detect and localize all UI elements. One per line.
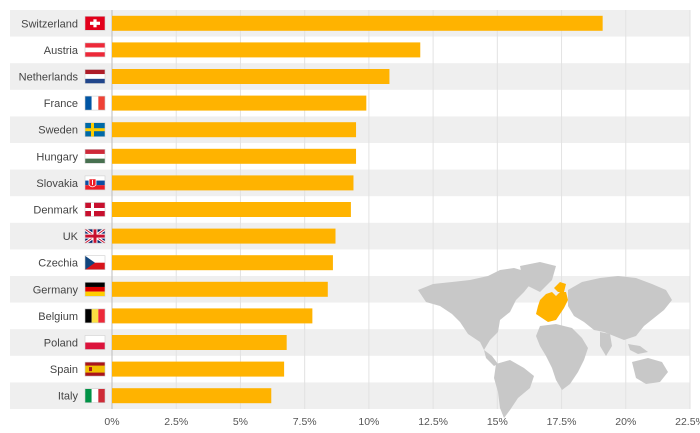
bar xyxy=(112,255,333,271)
x-tick-label: 7.5% xyxy=(293,416,317,428)
bar xyxy=(112,228,336,244)
category-label: Italy xyxy=(58,391,79,403)
flag-germany-icon xyxy=(84,281,106,297)
bar xyxy=(112,15,603,31)
x-tick-label: 0% xyxy=(104,416,119,428)
flag-uk-icon xyxy=(84,227,106,245)
bar xyxy=(112,69,390,84)
bar xyxy=(112,335,287,350)
category-label: Sweden xyxy=(38,125,78,137)
flag-icons xyxy=(84,15,106,404)
flag-sweden-icon xyxy=(84,122,106,137)
category-labels: Switzerland Austria Netherlands France Swede… xyxy=(19,18,79,402)
category-label: Czechia xyxy=(38,258,79,270)
bar xyxy=(112,122,357,138)
bar xyxy=(112,202,351,217)
flag-belgium-icon xyxy=(84,308,106,324)
flag-hungary-icon xyxy=(84,149,106,164)
x-axis-ticks: 0% 2.5% 5% 7.5% 10% 12.5% 15% 17.5% 20% 22.5% xyxy=(104,416,700,428)
category-label: Hungary xyxy=(36,151,78,163)
bar xyxy=(112,148,357,164)
bar xyxy=(112,281,328,297)
flag-italy-icon xyxy=(84,388,106,404)
x-tick-label: 22.5% xyxy=(675,416,700,428)
category-label: Spain xyxy=(50,364,78,376)
flag-netherlands-icon xyxy=(84,69,106,84)
x-tick-label: 5% xyxy=(233,416,248,428)
category-label: Switzerland xyxy=(21,18,78,30)
bar xyxy=(112,361,285,377)
bar xyxy=(112,308,313,324)
x-tick-label: 2.5% xyxy=(164,416,188,428)
x-tick-label: 20% xyxy=(615,416,636,428)
x-tick-label: 12.5% xyxy=(418,416,448,428)
category-label: Denmark xyxy=(33,205,78,217)
category-label: France xyxy=(44,98,78,110)
flag-austria-icon xyxy=(84,42,106,58)
flag-slovakia-icon xyxy=(84,175,106,191)
flag-switzerland-icon xyxy=(84,15,106,31)
category-label: Poland xyxy=(44,338,78,350)
bars xyxy=(112,15,603,404)
bar xyxy=(112,388,272,404)
flag-denmark-icon xyxy=(84,202,106,217)
category-label: UK xyxy=(63,231,79,243)
flag-france-icon xyxy=(84,95,106,111)
category-label: Netherlands xyxy=(19,72,79,84)
bar xyxy=(112,42,421,58)
bar xyxy=(112,95,367,111)
world-map-icon xyxy=(418,262,672,418)
category-label: Slovakia xyxy=(36,178,78,190)
x-tick-label: 15% xyxy=(487,416,508,428)
flag-czechia-icon xyxy=(84,255,106,270)
bar xyxy=(112,175,354,191)
category-label: Germany xyxy=(33,284,79,296)
flag-spain-icon xyxy=(84,361,106,377)
category-label: Belgium xyxy=(38,311,78,323)
category-label: Austria xyxy=(44,45,79,57)
x-tick-label: 17.5% xyxy=(547,416,577,428)
x-tick-label: 10% xyxy=(358,416,379,428)
flag-poland-icon xyxy=(84,335,106,350)
